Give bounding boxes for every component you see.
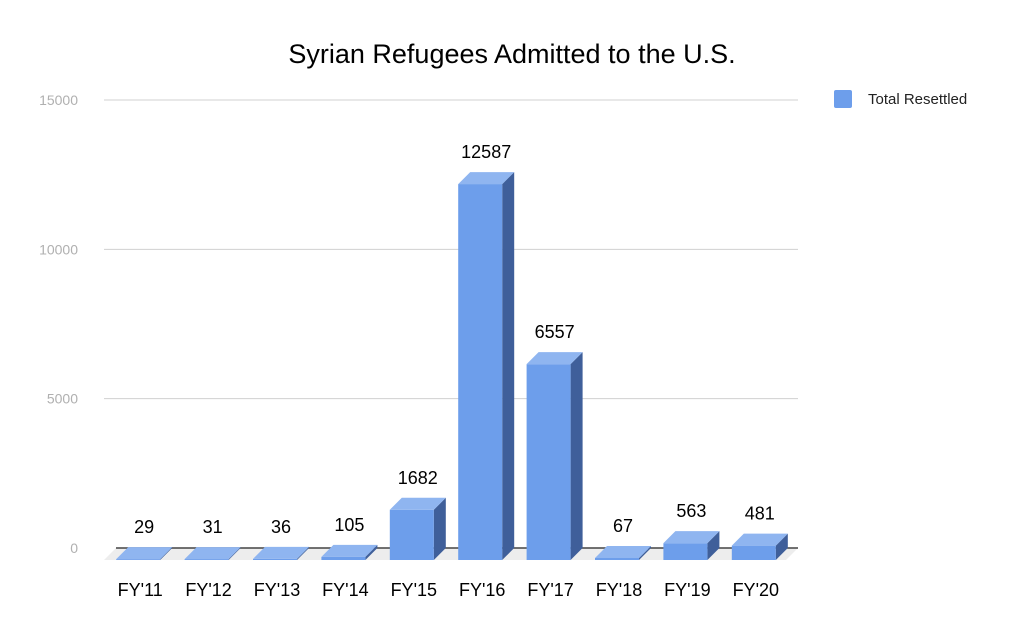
bar-top: [731, 533, 788, 546]
data-label-FY'15: 1682: [398, 468, 438, 488]
bar-front: [663, 543, 708, 560]
bar-front: [184, 559, 229, 560]
x-tick-label-FY'12: FY'12: [185, 580, 231, 600]
bar-top: [458, 172, 515, 185]
data-label-FY'20: 481: [745, 504, 775, 524]
bar-side: [160, 547, 173, 560]
data-label-FY'14: 105: [334, 515, 364, 535]
x-tick-label-FY'19: FY'19: [664, 580, 710, 600]
bar-FY'16: [458, 172, 515, 560]
bar-FY'13: [253, 546, 309, 560]
bar-top: [184, 547, 241, 560]
bar-front: [731, 545, 776, 560]
legend[interactable]: Total Resettled: [834, 90, 967, 108]
bar-side: [297, 546, 309, 560]
data-label-FY'13: 36: [271, 517, 291, 537]
y-tick-label-0: 0: [70, 540, 78, 556]
data-label-FY'11: 29: [134, 517, 154, 537]
x-tick-label-FY'13: FY'13: [254, 580, 300, 600]
bar-top: [389, 497, 446, 510]
bar-front: [595, 557, 639, 560]
bar-FY'20: [731, 533, 788, 560]
data-label-FY'12: 31: [203, 517, 223, 537]
bar-FY'11: [116, 547, 173, 560]
bar-top: [595, 545, 651, 558]
y-tick-label-5000: 5000: [47, 391, 78, 407]
bar-side: [433, 497, 446, 560]
data-label-FY'19: 563: [676, 501, 706, 521]
bar-top: [321, 544, 378, 557]
bar-front: [253, 558, 297, 560]
x-tick-label-FY'16: FY'16: [459, 580, 505, 600]
data-label-FY'17: 6557: [535, 322, 575, 342]
x-tick-label-FY'18: FY'18: [596, 580, 642, 600]
x-tick-label-FY'17: FY'17: [527, 580, 573, 600]
chart-title: Syrian Refugees Admitted to the U.S.: [288, 39, 735, 69]
bar-side: [502, 172, 515, 560]
bar-side: [775, 533, 788, 560]
bar-front: [116, 559, 161, 560]
bar-side: [639, 545, 651, 560]
data-label-FY'16: 12587: [461, 142, 511, 162]
bar-side: [707, 531, 720, 560]
bar-top: [253, 546, 309, 559]
bar-front: [458, 184, 503, 560]
y-tick-label-10000: 10000: [39, 241, 78, 257]
y-tick-label-15000: 15000: [39, 92, 78, 108]
legend-label-total-resettled: Total Resettled: [868, 91, 967, 108]
bar-FY'15: [389, 497, 446, 560]
bar-top: [663, 531, 720, 544]
bar-top: [116, 547, 173, 560]
bar-FY'19: [663, 531, 720, 560]
bar-FY'14: [321, 544, 378, 560]
bar-side: [228, 547, 241, 560]
bar-front: [321, 556, 366, 560]
bar-FY'17: [526, 352, 583, 560]
bar-side: [570, 352, 583, 560]
legend-swatch: [834, 90, 852, 108]
x-tick-label-FY'20: FY'20: [733, 580, 779, 600]
y-axis-ticks: 0 5000 10000 15000: [39, 92, 78, 556]
data-label-FY'18: 67: [613, 516, 633, 536]
bars: [116, 172, 788, 560]
bar-front: [389, 509, 434, 560]
bar-FY'18: [595, 545, 651, 560]
x-tick-label-FY'11: FY'11: [118, 580, 163, 600]
bar-front: [526, 364, 571, 560]
data-labels: 29 31 36 105 1682 12587 6557 67 563 481: [134, 142, 775, 537]
bar-top: [526, 352, 583, 365]
x-tick-label-FY'15: FY'15: [391, 580, 437, 600]
x-axis-ticks: FY'11 FY'12 FY'13 FY'14 FY'15 FY'16 FY'17 FY'18…: [118, 580, 779, 600]
bar-FY'12: [184, 547, 241, 560]
bar-side: [365, 544, 378, 560]
gridlines: [104, 99, 798, 400]
x-tick-label-FY'14: FY'14: [322, 580, 368, 600]
